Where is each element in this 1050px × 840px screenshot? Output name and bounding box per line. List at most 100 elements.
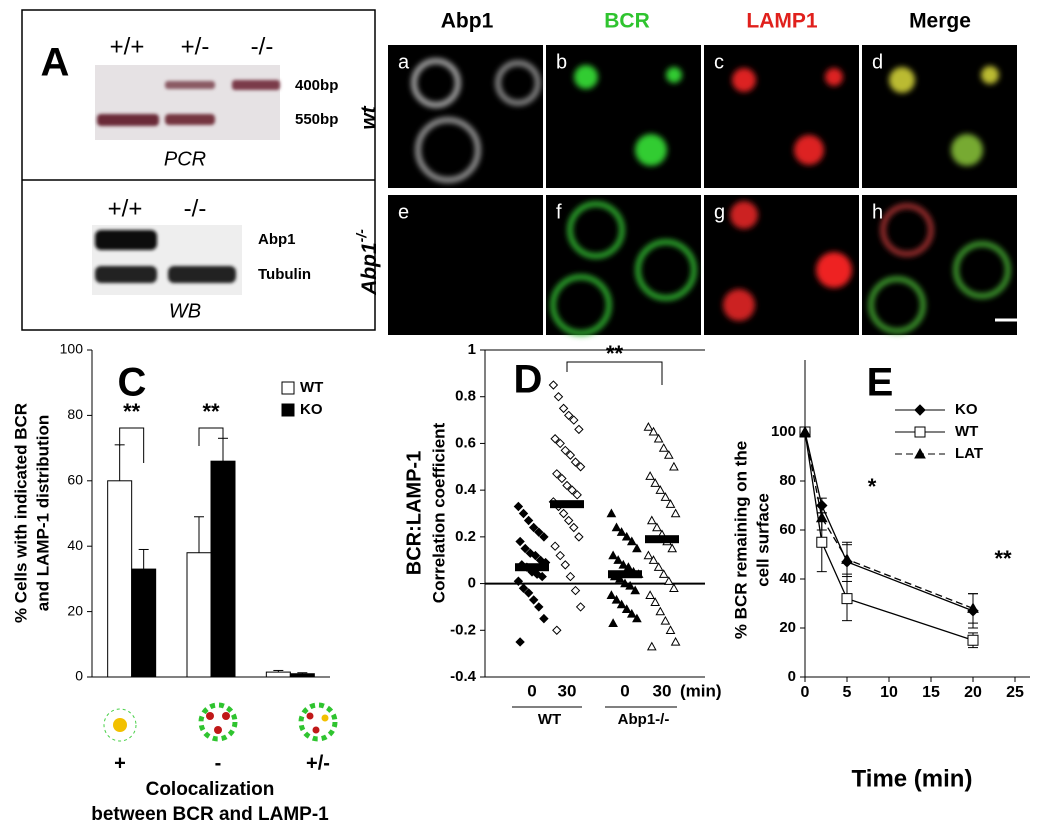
bar — [210, 460, 236, 678]
lane-label: +/+ — [110, 33, 145, 60]
marker — [560, 445, 571, 456]
panel-a-frame — [21, 9, 376, 331]
y-tick-label: 0 — [788, 668, 796, 685]
cell-signal — [880, 203, 934, 257]
marker — [650, 478, 661, 487]
panel-label: C — [118, 361, 147, 405]
marker — [799, 425, 811, 437]
marker — [537, 571, 547, 582]
bar — [131, 568, 157, 678]
y-tick-label: 0 — [75, 668, 83, 684]
marker — [558, 508, 569, 519]
cell-signal — [635, 134, 667, 166]
marker — [515, 536, 525, 547]
mean-bar — [645, 535, 679, 544]
y-tick-label: 0.6 — [455, 434, 476, 451]
y-axis-label: % Cells with indicated BCR — [11, 403, 30, 623]
cell-letter: f — [556, 201, 562, 223]
marker — [648, 426, 659, 436]
cell-signal — [574, 65, 598, 89]
panel-label: E — [867, 361, 894, 405]
marker — [574, 532, 584, 542]
x-tick-label: - — [215, 752, 222, 774]
micrograph — [388, 45, 543, 188]
marker — [575, 602, 586, 612]
legend-swatch — [281, 403, 295, 417]
y-tick-label: 0.8 — [455, 388, 476, 405]
y-tick-label: 0.2 — [455, 528, 476, 545]
gel-band — [232, 80, 280, 90]
y-tick-label: -0.4 — [450, 668, 477, 685]
micrograph — [862, 45, 1017, 188]
y-tick-label: 100 — [60, 341, 84, 357]
cell-signal — [495, 60, 541, 106]
gel-band — [97, 114, 159, 126]
marker — [565, 571, 576, 582]
y-tick-label: 80 — [779, 472, 796, 489]
marker — [655, 606, 666, 616]
marker — [670, 508, 681, 518]
colocalization-icons — [103, 702, 338, 742]
column-header: Abp1 — [441, 10, 494, 33]
marker — [553, 392, 564, 402]
x-tick-label: 25 — [1006, 684, 1024, 701]
wb-band — [95, 266, 157, 283]
marker — [660, 492, 671, 501]
marker — [615, 573, 625, 583]
cell-signal — [723, 289, 755, 321]
x-axis-label: between BCR and LAMP-1 — [91, 804, 329, 825]
y-axis-label: cell surface — [753, 493, 772, 587]
y-axis-label: BCR:LAMP-1 — [403, 451, 425, 575]
marker — [618, 559, 629, 569]
marker — [520, 543, 530, 554]
series-line — [804, 431, 974, 641]
marker — [841, 593, 853, 605]
marker — [539, 613, 549, 624]
marker — [523, 588, 534, 598]
row-label-superscript: -/- — [353, 229, 369, 243]
micrograph — [388, 195, 543, 335]
icon — [306, 712, 314, 720]
cell-signal — [825, 68, 843, 86]
y-tick-label: 80 — [67, 406, 83, 422]
marker — [658, 569, 669, 578]
wb-band — [168, 266, 236, 283]
marker — [653, 562, 664, 571]
annotation: ** — [994, 546, 1012, 571]
marker — [563, 515, 574, 526]
band-label: Tubulin — [258, 266, 311, 283]
column-header: Merge — [909, 10, 971, 33]
row-label-text: Abp1 — [358, 242, 381, 296]
marker — [565, 450, 576, 460]
marker — [567, 485, 577, 495]
cell-signal — [732, 68, 756, 92]
marker — [613, 555, 624, 564]
cell-signal — [415, 117, 481, 183]
marker — [611, 522, 622, 532]
marker — [646, 515, 657, 525]
cell-signal — [550, 274, 612, 336]
y-tick-label: 20 — [779, 619, 796, 636]
legend-label: LAT — [955, 445, 983, 462]
y-tick-label: 60 — [67, 472, 83, 488]
pcr-gel — [95, 65, 280, 140]
marker — [572, 490, 582, 500]
marker — [523, 515, 534, 526]
lane-label: +/- — [181, 33, 210, 60]
marker — [914, 426, 926, 438]
marker — [513, 501, 524, 512]
y-tick-label: 40 — [779, 570, 796, 587]
marker — [548, 380, 559, 390]
marker — [632, 613, 642, 623]
marker — [660, 615, 671, 625]
gel-band — [165, 81, 215, 89]
cell-letter: c — [714, 51, 724, 73]
marker — [515, 637, 525, 647]
marker — [632, 543, 642, 553]
y-tick-label: 60 — [779, 521, 796, 538]
panel-b: B Abp1 BCR LAMP1 Merge wt Abp1-/- abcdef… — [353, 10, 1018, 336]
marker — [552, 469, 562, 479]
marker — [643, 550, 654, 560]
y-axis-label: Correlation coefficient — [429, 422, 448, 603]
